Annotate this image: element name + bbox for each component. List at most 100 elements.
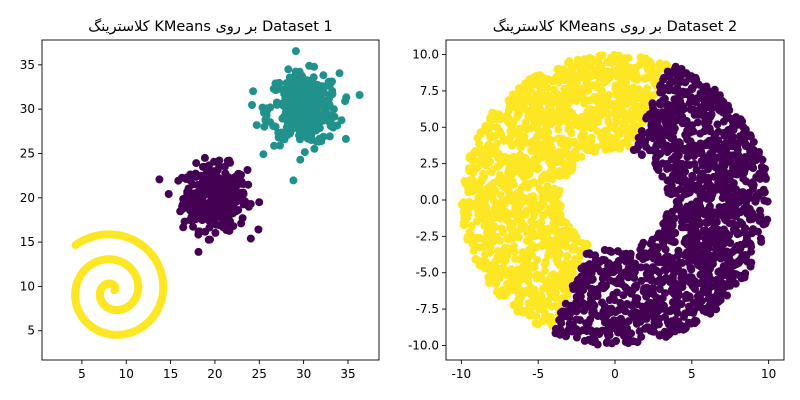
data-point [697,146,705,155]
data-point [475,157,483,166]
chart-1-ytick-label: 5 [27,324,35,338]
chart-2-xtick-label: -5 [532,367,544,381]
data-point [574,328,583,337]
data-point [600,246,609,254]
data-point [205,182,214,191]
data-point [185,203,194,212]
data-point [736,188,745,197]
data-point [692,166,701,174]
data-point [204,235,213,244]
data-point [289,176,298,185]
data-point [551,197,560,206]
data-point [741,139,750,148]
data-point [687,242,696,251]
data-point [569,87,578,96]
data-point [593,285,602,294]
data-point [551,329,560,338]
data-point [211,228,220,237]
chart-1-axes: 5 10 15 20 25 30 35 5 10 15 20 25 30 35 [20,58,356,381]
data-point [529,295,538,304]
data-point [593,70,602,78]
data-point [543,189,552,198]
data-point [558,283,567,292]
data-point [656,81,665,90]
chart-2-ytick-label: 7.5 [420,84,439,98]
data-point [540,170,549,179]
data-point [667,155,676,164]
data-point [692,317,701,326]
data-point [624,53,633,62]
data-point [490,109,499,118]
data-point [491,132,500,140]
data-point [509,234,518,243]
data-point [553,113,562,122]
data-point [544,91,553,100]
data-point [607,247,616,256]
data-point [726,239,735,247]
data-point [596,51,604,60]
data-point [489,231,498,240]
data-point [695,218,704,227]
data-point [601,256,609,265]
data-point [222,184,231,193]
data-point [596,97,605,106]
data-point [493,123,502,132]
data-point [632,319,641,328]
data-point [748,160,757,169]
data-point [599,138,608,147]
data-point [641,137,649,146]
data-point [632,308,641,317]
data-point [572,307,581,316]
data-point [576,316,584,325]
data-point [569,268,578,277]
data-point [511,255,520,263]
data-point [606,308,615,317]
data-point [679,167,688,176]
data-point [658,278,667,287]
data-point [622,100,631,109]
data-point [627,289,636,298]
data-point [702,307,711,316]
data-point [722,216,731,225]
data-point [522,286,531,295]
data-point [674,205,683,214]
data-point [290,105,298,114]
data-point [565,153,574,162]
data-point [580,276,589,285]
data-point [619,291,628,300]
data-point [746,132,755,141]
data-point [661,118,670,127]
chart-2-xtick-label: 0 [611,367,619,381]
data-point [742,198,750,207]
data-point [459,221,468,230]
data-point [521,118,530,127]
data-point [725,193,734,202]
data-point [715,105,723,114]
data-point [619,304,628,313]
data-point [291,67,300,76]
data-point [326,122,335,131]
data-point [490,214,499,223]
data-point [291,91,300,100]
data-point [528,228,537,237]
data-point [538,284,547,293]
data-point [635,60,644,69]
data-point [610,50,619,59]
data-point [296,127,305,136]
data-point [644,90,653,99]
data-point [543,182,552,191]
data-point [640,74,649,83]
data-point [706,294,715,303]
data-point [527,98,536,107]
data-point [478,150,487,159]
data-point [563,307,571,316]
data-point [537,127,546,136]
data-point [662,259,671,268]
data-point [243,166,252,174]
data-point [292,83,301,92]
data-point [665,217,674,226]
data-point [664,109,673,118]
data-point [327,111,336,120]
data-point [685,308,694,317]
data-point [685,161,694,169]
